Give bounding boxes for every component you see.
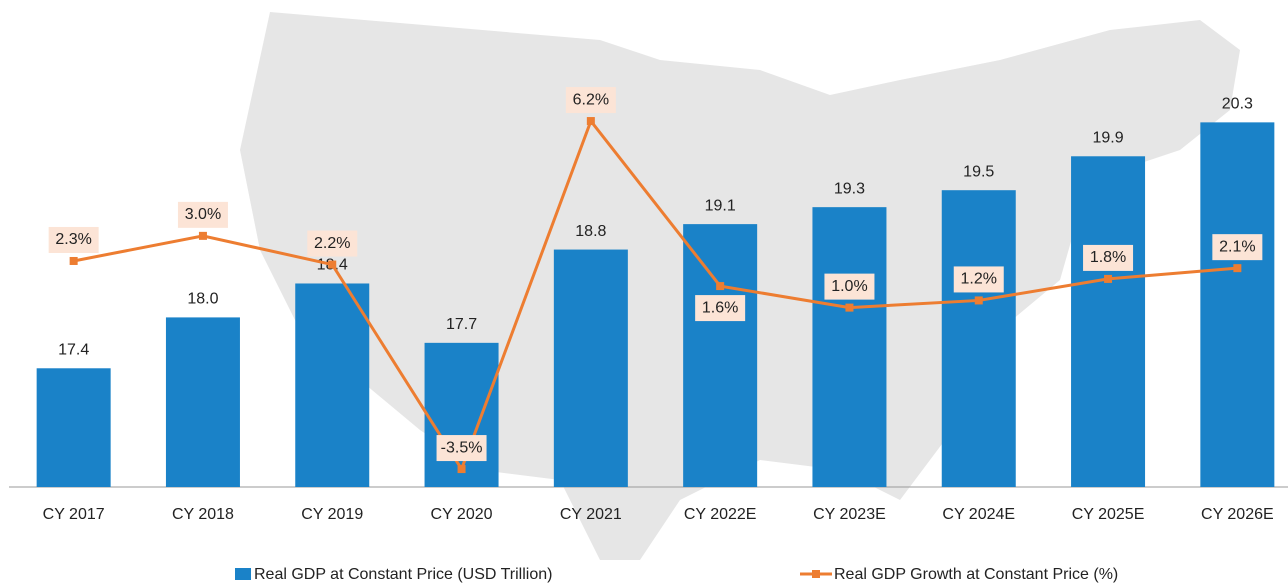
x-tick-label: CY 2020	[431, 506, 493, 523]
line-marker	[198, 231, 207, 240]
line-marker	[586, 117, 595, 126]
line-marker	[328, 260, 337, 269]
bar-value-label: 17.7	[446, 316, 477, 333]
line-label-bg	[177, 201, 228, 228]
bar	[1200, 122, 1275, 488]
line-value-label: 6.2%	[573, 91, 609, 108]
line-value-label: 1.0%	[831, 278, 867, 295]
bar-value-label: 17.4	[58, 341, 89, 358]
line-label-bg	[1212, 234, 1263, 261]
line-marker	[974, 296, 983, 305]
legend-swatch	[235, 568, 251, 580]
line-label-bg	[1083, 244, 1134, 271]
x-tick-label: CY 2019	[301, 506, 363, 523]
bar-value-label: 20.3	[1222, 96, 1253, 113]
line-value-label: 2.3%	[55, 231, 91, 248]
legend-label: Real GDP Growth at Constant Price (%)	[834, 566, 1118, 583]
x-tick-label: CY 2018	[172, 506, 234, 523]
x-tick-label: CY 2017	[43, 506, 105, 523]
bar	[553, 249, 628, 487]
bar-value-label: 19.5	[963, 163, 994, 180]
line-value-label: 2.2%	[314, 235, 350, 252]
bar-value-label: 19.9	[1092, 129, 1123, 146]
line-marker	[1104, 274, 1113, 283]
line-value-label: 3.0%	[185, 206, 221, 223]
bar-value-label: 18.8	[575, 223, 606, 240]
line-label-bg	[565, 87, 616, 114]
line-value-label: 1.2%	[961, 271, 997, 288]
line-value-label: -3.5%	[441, 439, 483, 456]
line-marker	[845, 303, 854, 312]
line-label-bg	[48, 226, 99, 253]
line-value-label: 1.8%	[1090, 249, 1126, 266]
line-label-bg	[436, 435, 487, 462]
legend-label: Real GDP at Constant Price (USD Trillion…	[254, 566, 552, 583]
line-label-bg	[953, 266, 1004, 293]
line-value-label: 1.6%	[702, 299, 738, 316]
line-marker	[716, 282, 725, 291]
bar	[165, 317, 240, 487]
x-tick-label: CY 2025E	[1072, 506, 1145, 523]
line-label-bg	[695, 295, 746, 322]
bar	[424, 342, 499, 487]
line-value-label: 2.1%	[1219, 238, 1255, 255]
bar-value-label: 19.1	[705, 197, 736, 214]
x-tick-label: CY 2022E	[684, 506, 757, 523]
line-label-bg	[307, 230, 358, 257]
line-marker	[457, 465, 466, 474]
growth-line	[73, 118, 1238, 473]
bar-value-label: 19.3	[834, 180, 865, 197]
x-tick-label: CY 2026E	[1201, 506, 1274, 523]
line-marker	[69, 256, 78, 265]
bar	[941, 190, 1016, 487]
legend-marker	[812, 570, 820, 578]
bar	[36, 368, 111, 487]
bar	[683, 224, 758, 487]
line-marker	[1233, 264, 1242, 273]
bar-value-label: 18.0	[187, 291, 218, 308]
line-label-bg	[824, 273, 875, 300]
bar	[812, 207, 887, 487]
x-tick-label: CY 2024E	[942, 506, 1015, 523]
x-tick-label: CY 2023E	[813, 506, 886, 523]
bar	[295, 283, 370, 487]
bar	[1071, 156, 1146, 487]
x-tick-label: CY 2021	[560, 506, 622, 523]
